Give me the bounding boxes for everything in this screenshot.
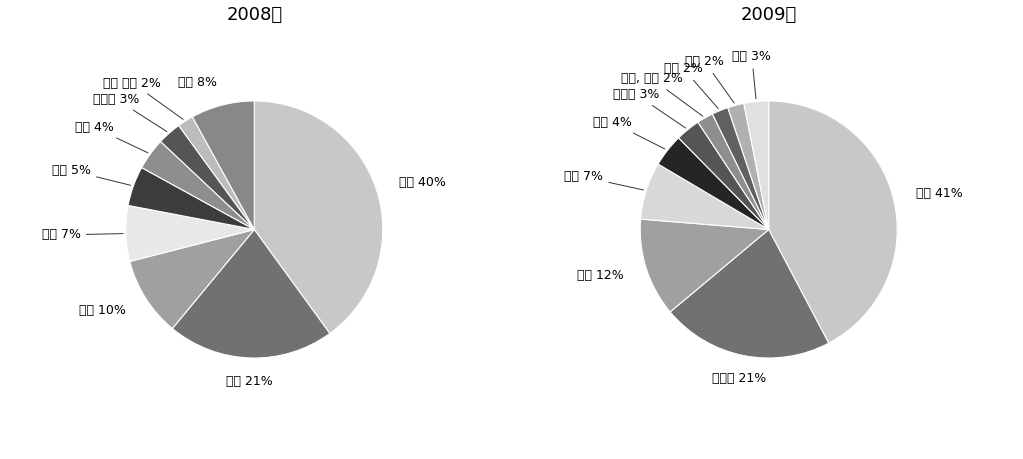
Text: 은행 40%: 은행 40%: [399, 176, 445, 189]
Text: 제조업 3%: 제조업 3%: [93, 93, 167, 132]
Text: 무역 2%: 무역 2%: [664, 62, 718, 108]
Wedge shape: [255, 101, 383, 334]
Wedge shape: [172, 230, 329, 358]
Wedge shape: [126, 206, 255, 262]
Text: 농업 4%: 농업 4%: [75, 121, 147, 153]
Text: 은행 41%: 은행 41%: [916, 186, 963, 200]
Text: 금융 10%: 금융 10%: [80, 304, 126, 317]
Wedge shape: [192, 101, 255, 230]
Wedge shape: [128, 168, 255, 230]
Text: 식품 7%: 식품 7%: [565, 170, 643, 190]
Text: 자동차 21%: 자동차 21%: [712, 372, 766, 385]
Text: 금융 12%: 금융 12%: [577, 269, 624, 282]
Wedge shape: [640, 219, 768, 312]
Title: 2009년: 2009년: [741, 6, 797, 24]
Text: 제조업 3%: 제조업 3%: [613, 88, 685, 128]
Text: 금속, 광물 2%: 금속, 광물 2%: [621, 72, 703, 116]
Text: 기계 설비 2%: 기계 설비 2%: [103, 77, 183, 119]
Text: 건설 21%: 건설 21%: [226, 375, 273, 387]
Wedge shape: [744, 101, 768, 230]
Wedge shape: [727, 103, 768, 230]
Text: 전력 2%: 전력 2%: [685, 55, 735, 103]
Wedge shape: [130, 230, 255, 329]
Wedge shape: [161, 125, 255, 230]
Text: 건설 4%: 건설 4%: [593, 116, 665, 149]
Text: 식품 7%: 식품 7%: [42, 229, 123, 241]
Wedge shape: [640, 164, 768, 230]
Wedge shape: [712, 108, 768, 230]
Text: 기타 8%: 기타 8%: [178, 76, 217, 89]
Wedge shape: [658, 138, 768, 230]
Title: 2008년: 2008년: [226, 6, 282, 24]
Wedge shape: [698, 114, 768, 230]
Wedge shape: [670, 230, 829, 358]
Wedge shape: [768, 101, 897, 343]
Text: 전력 5%: 전력 5%: [52, 164, 131, 185]
Wedge shape: [678, 122, 768, 230]
Text: 기타 3%: 기타 3%: [732, 50, 771, 99]
Wedge shape: [141, 141, 255, 230]
Wedge shape: [179, 117, 255, 230]
